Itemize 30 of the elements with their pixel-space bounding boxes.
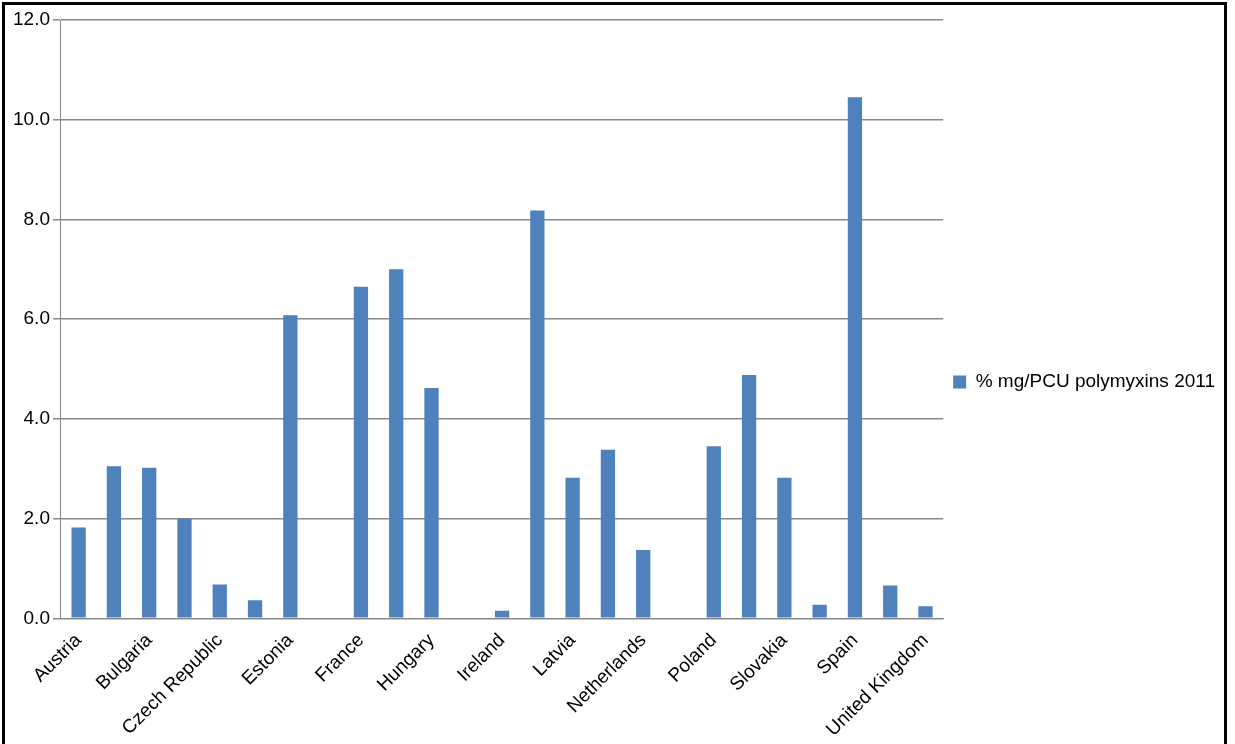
bar [71,527,86,618]
bar [106,466,122,618]
y-tick-label: 6.0 [23,307,50,329]
bar [424,387,439,618]
legend-label: % mg/PCU polymyxins 2011 [975,370,1216,392]
bar [389,269,404,618]
y-tick-label: 12.0 [13,8,50,30]
bar [600,449,616,618]
y-tick-label: 4.0 [23,407,50,429]
bar [353,286,369,618]
bar [918,606,933,618]
bar [777,477,792,618]
bar [565,477,580,618]
bar [283,315,298,618]
bar [142,467,157,618]
bar [247,600,263,618]
y-tick-label: 0.0 [23,606,50,628]
bar [636,549,651,618]
bar [177,518,192,618]
bar [847,97,863,618]
y-tick-label: 2.0 [23,506,50,528]
bar [812,604,827,618]
bar [530,210,545,618]
bar [706,446,721,618]
bar [741,374,757,618]
y-tick-label: 10.0 [13,107,50,129]
bar [883,585,898,618]
y-tick-label: 8.0 [23,207,50,229]
bar [212,584,227,618]
bar [494,610,510,618]
